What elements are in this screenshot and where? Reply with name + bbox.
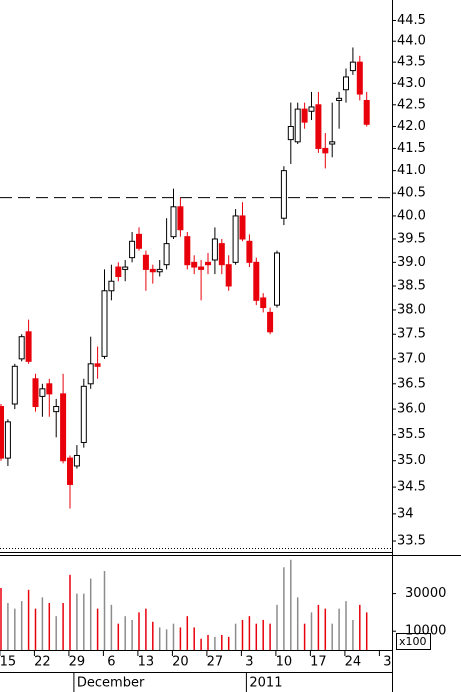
candle-body [225, 264, 232, 287]
candle-body [267, 311, 274, 333]
candle-body [67, 457, 73, 485]
y-tick-label: 35.0 [397, 453, 426, 468]
candle-body [142, 254, 149, 270]
candle-body [80, 385, 87, 443]
candle-body [0, 406, 4, 459]
candle-body [336, 97, 343, 101]
y-tick-label: 36.5 [397, 376, 426, 391]
candle-body [349, 61, 356, 72]
y-tick-label: 44.0 [397, 34, 426, 49]
y-tick-label: 38.0 [397, 302, 426, 317]
candle-body [177, 206, 184, 231]
y-tick-label: 43.0 [397, 76, 426, 91]
candle-body [274, 252, 280, 306]
y2-tick-label: 10000 [405, 624, 446, 639]
x-tick-label: 15 [0, 655, 16, 670]
candle-body [11, 365, 18, 405]
x-tick-label: 13 [138, 655, 155, 670]
candle-body [60, 393, 67, 462]
candle-body [239, 215, 246, 240]
volume-unit-label: x100 [399, 635, 427, 648]
candle-body [136, 233, 142, 249]
y-tick-label: 39.5 [397, 231, 426, 246]
candle-body [260, 297, 267, 309]
candle-body [294, 108, 301, 143]
y2-tick-label: 30000 [405, 586, 446, 601]
candle-body [280, 170, 287, 219]
y-tick-label: 35.5 [397, 427, 426, 442]
candle-body [343, 76, 349, 91]
candle-body [356, 61, 363, 95]
month-label: December [77, 676, 145, 691]
x-tick-label: 22 [34, 655, 51, 670]
month-label: 2011 [249, 676, 282, 691]
candle-body [25, 331, 32, 362]
y-tick-label: 34.5 [397, 480, 426, 495]
candle-body [129, 240, 136, 259]
candle-body [308, 106, 315, 112]
y-tick-label: 38.5 [397, 278, 426, 293]
y-tick-label: 37.0 [397, 351, 426, 366]
x-tick-label: 17 [310, 655, 327, 670]
candle-body [149, 268, 156, 273]
candle-body [363, 99, 370, 125]
x-tick-label: 6 [107, 655, 115, 670]
candle-body [198, 266, 205, 270]
candle-body [101, 290, 108, 357]
x-tick-label: 29 [69, 655, 86, 670]
candle-body [156, 268, 163, 273]
x-tick-label: 24 [345, 655, 362, 670]
x-tick-label: 3 [245, 655, 253, 670]
candle-body [211, 238, 218, 261]
candle-body [73, 454, 80, 467]
y-tick-label: 33.5 [397, 534, 426, 549]
x-tick-label: 27 [207, 655, 224, 670]
candle-body [253, 261, 260, 301]
candle-body [94, 363, 101, 367]
y-tick-label: 36.0 [397, 402, 426, 417]
x-tick-label: 20 [172, 655, 189, 670]
candle-body [315, 104, 322, 149]
candle-body [329, 141, 336, 145]
candle-body [108, 280, 115, 292]
y-tick-label: 40.0 [397, 208, 426, 223]
candle-body [287, 125, 294, 141]
candle-body [163, 243, 170, 266]
x-tick-label: 10 [276, 655, 293, 670]
unit-box [396, 633, 431, 650]
y-tick-label: 41.5 [397, 141, 426, 156]
y-tick-label: 34 [397, 506, 414, 521]
y-tick-label: 41.0 [397, 163, 426, 178]
candle-body [322, 147, 329, 154]
y-tick-label: 37.5 [397, 327, 426, 342]
candle-body [191, 261, 198, 268]
candle-body [232, 215, 239, 263]
candle-body [53, 406, 60, 413]
y-tick-label: 42.0 [397, 119, 426, 134]
candle-body [4, 421, 11, 459]
candle-body [18, 336, 25, 360]
candle-body [246, 240, 253, 263]
candle-body [218, 243, 225, 266]
candle-body [115, 266, 122, 277]
y-tick-label: 40.5 [397, 186, 426, 201]
y-tick-label: 43.5 [397, 55, 426, 70]
candle-body [87, 363, 94, 385]
candle-body [39, 388, 46, 397]
x-tick-label: 3 [383, 655, 391, 670]
y-tick-label: 42.5 [397, 97, 426, 112]
y-tick-label: 39.0 [397, 255, 426, 270]
candle-body [46, 383, 53, 395]
candle-body [301, 108, 308, 123]
candle-body [184, 236, 191, 266]
candle-body [32, 378, 39, 408]
candle-body [170, 206, 177, 238]
y-tick-label: 44.5 [397, 13, 426, 28]
candle-body [122, 266, 129, 270]
candle-body [205, 261, 211, 266]
